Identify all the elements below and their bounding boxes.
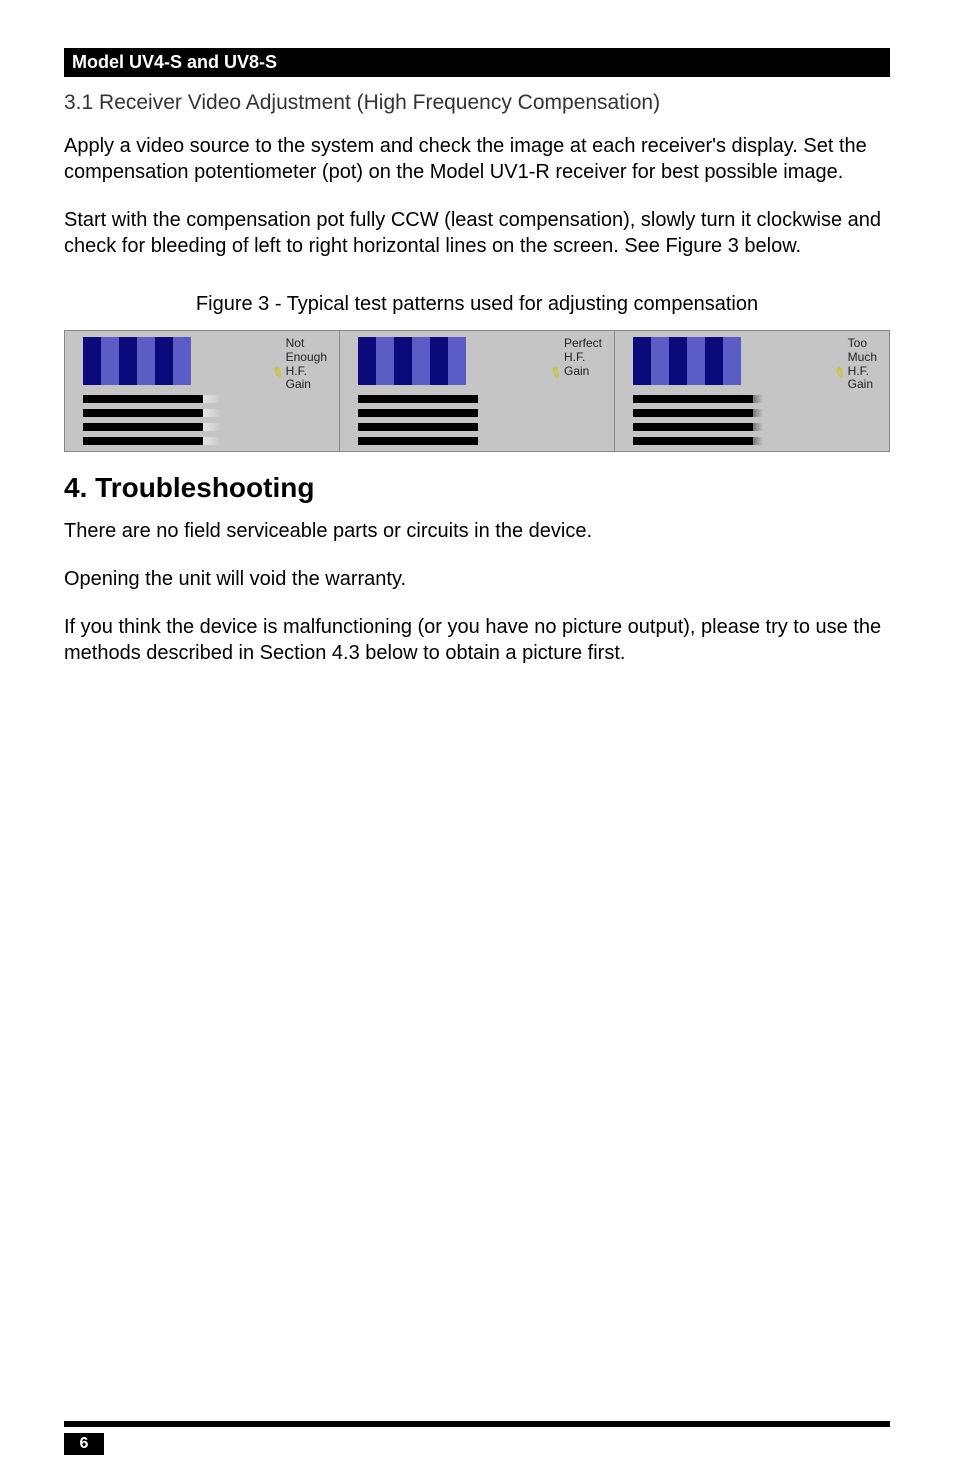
pattern-perfect: ✎ Perfect H.F. Gain: [340, 331, 615, 451]
pattern-label-l3: H.F.: [848, 365, 877, 379]
figure-3-patterns: ✎ Not Enough H.F. Gain: [64, 330, 890, 452]
figure-3-caption: Figure 3 - Typical test patterns used fo…: [64, 293, 890, 316]
section-3-1-heading: 3.1 Receiver Video Adjustment (High Freq…: [64, 91, 890, 115]
pattern-label-l2: Much: [848, 351, 877, 365]
pattern-not-enough: ✎ Not Enough H.F. Gain: [65, 331, 340, 451]
pattern-label-l4: Gain: [564, 365, 602, 379]
model-header: Model UV4-S and UV8-S: [64, 48, 890, 77]
section-4-heading: 4. Troubleshooting: [64, 472, 890, 504]
pattern-label-l4: Gain: [286, 378, 327, 392]
arrow-icon: ✎: [269, 363, 286, 383]
footer-rule: [64, 1421, 890, 1427]
pattern-label-l3: H.F.: [286, 365, 327, 379]
pattern-label-l3: H.F.: [564, 351, 602, 365]
page-number: 6: [64, 1433, 104, 1455]
pattern-label-l2: Perfect: [564, 337, 602, 351]
pattern-label-l2: Enough: [286, 351, 327, 365]
section-4-para-1: There are no field serviceable parts or …: [64, 518, 890, 544]
section-4-para-2: Opening the unit will void the warranty.: [64, 566, 890, 592]
section-3-1-para-2: Start with the compensation pot fully CC…: [64, 207, 890, 259]
section-3-1-para-1: Apply a video source to the system and c…: [64, 133, 890, 185]
section-4-para-3: If you think the device is malfunctionin…: [64, 614, 890, 666]
pattern-too-much: ✎ Too Much H.F. Gain: [615, 331, 889, 451]
pattern-label-l1: Too: [848, 337, 877, 351]
arrow-icon: ✎: [831, 363, 848, 383]
pattern-label-l1: Not: [286, 337, 327, 351]
arrow-icon: ✎: [547, 363, 564, 383]
pattern-label-l4: Gain: [848, 378, 877, 392]
